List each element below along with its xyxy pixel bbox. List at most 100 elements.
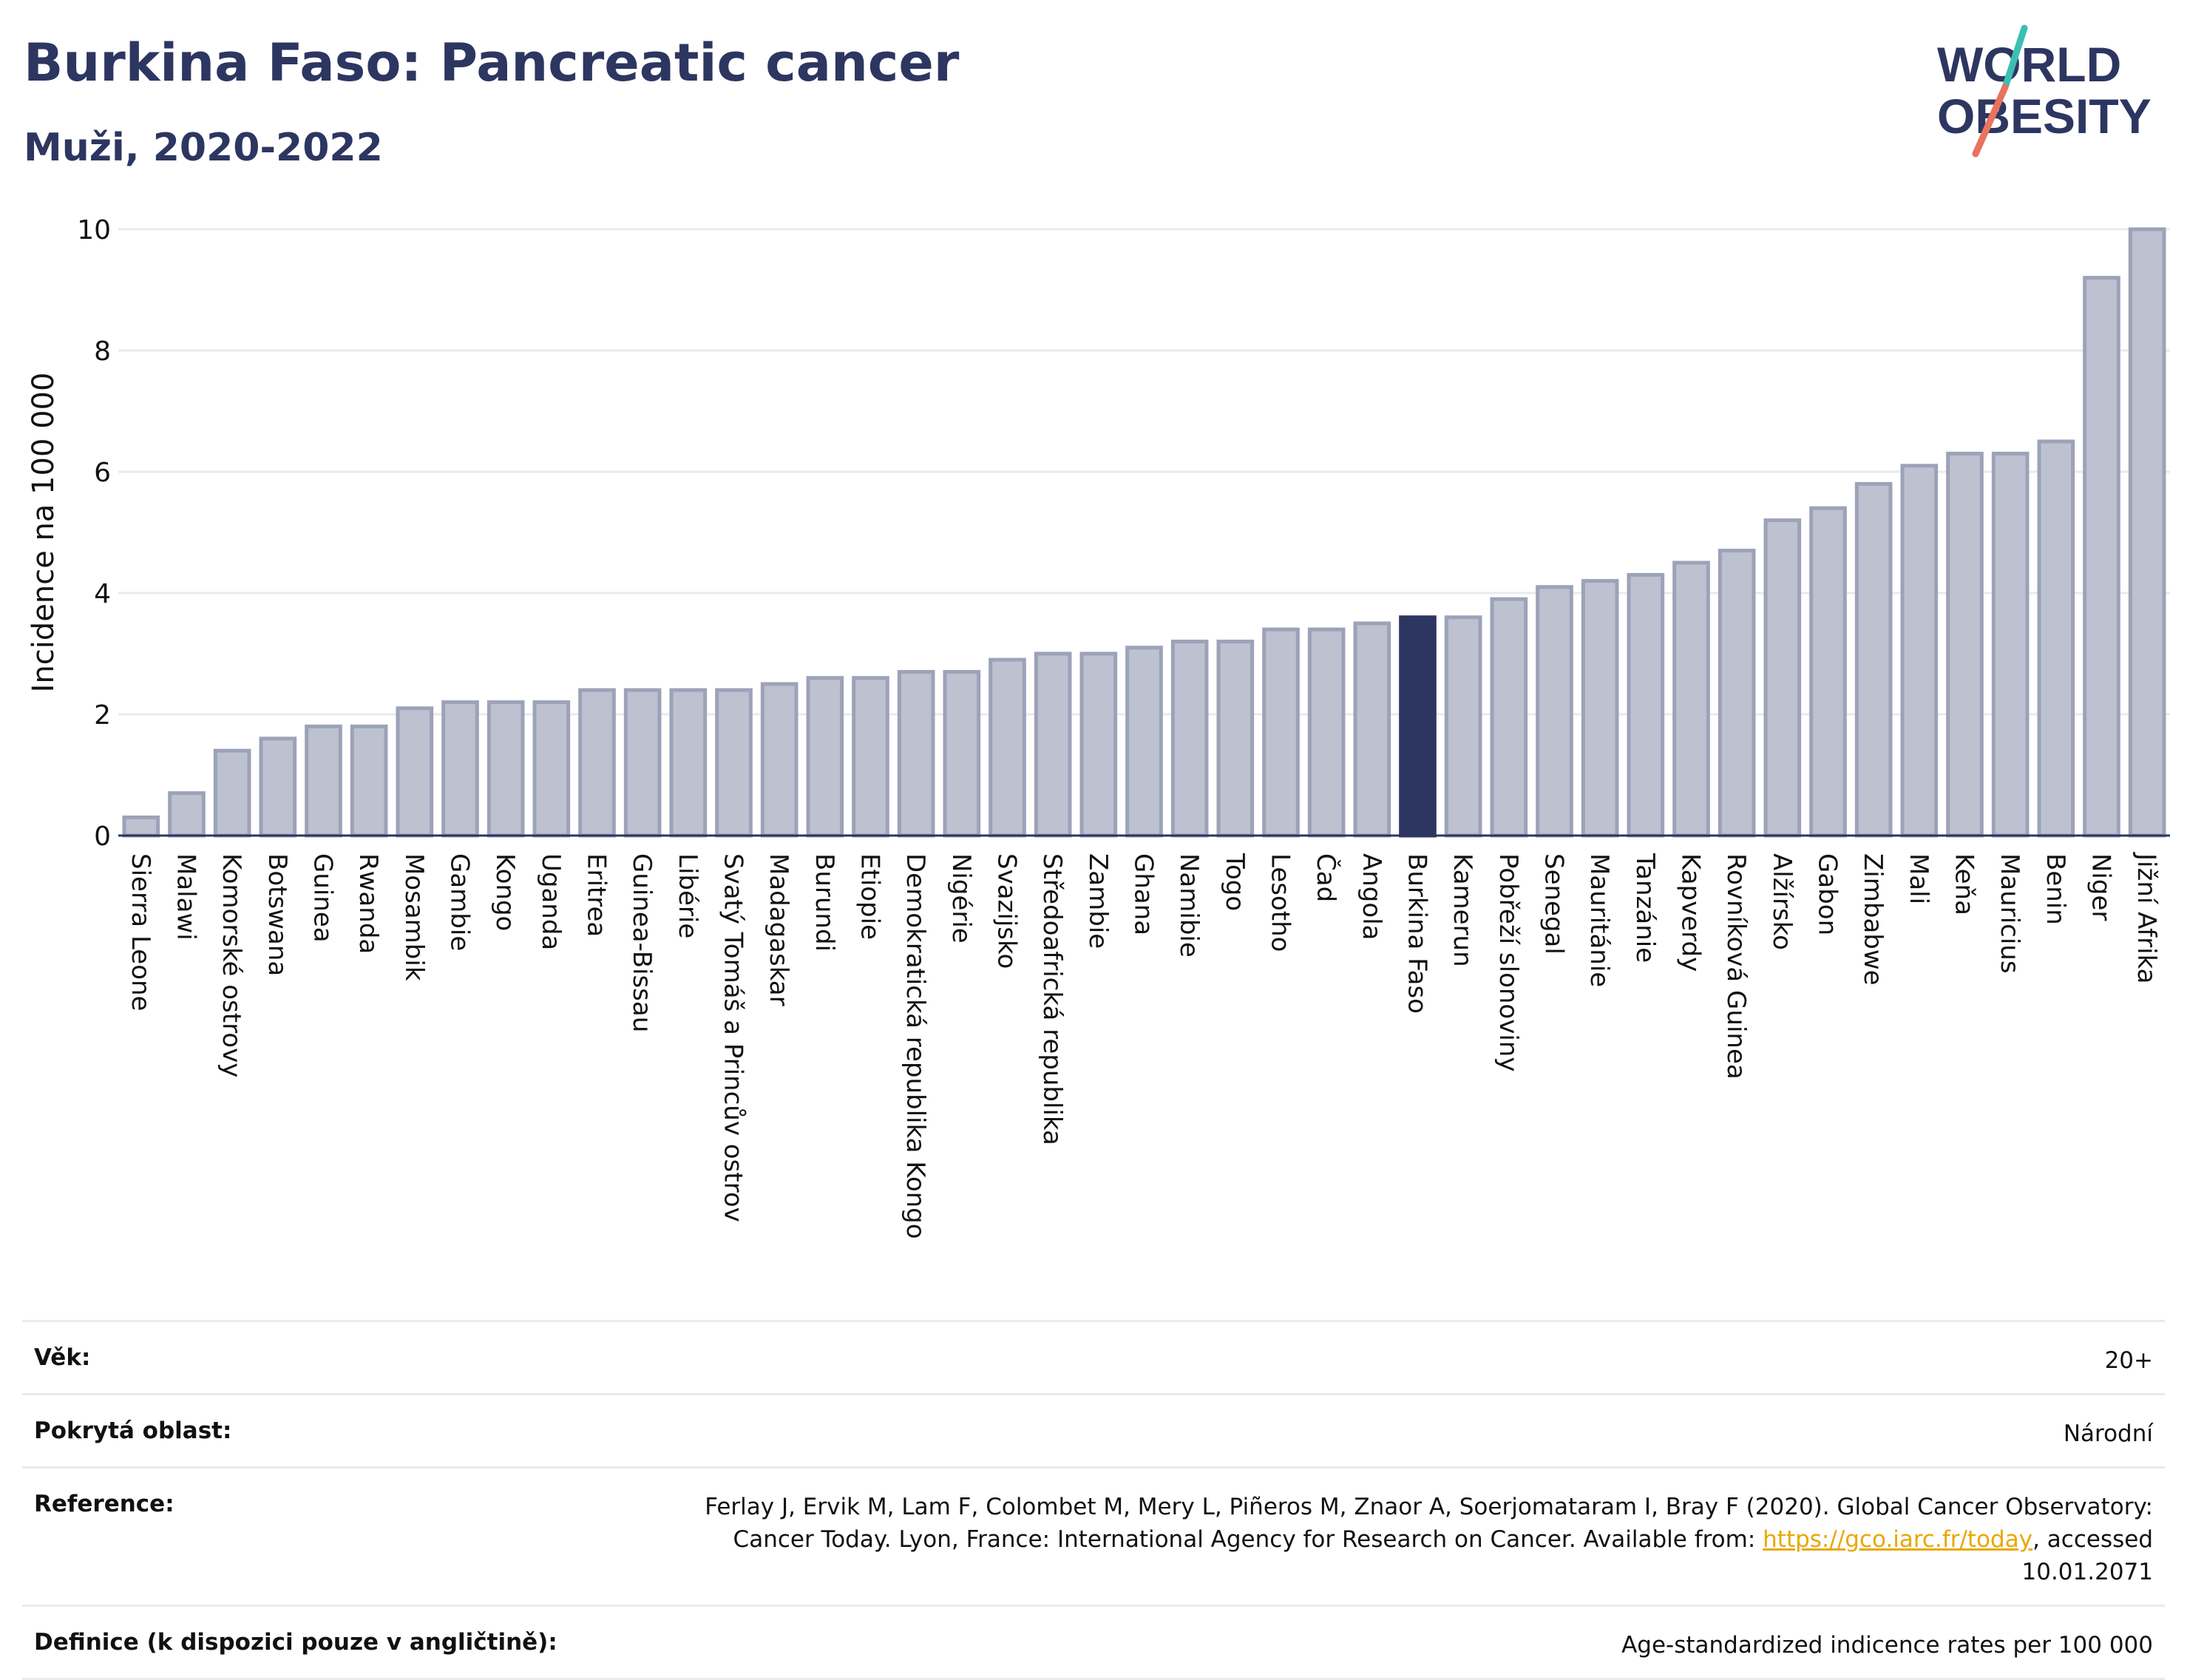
x-tick-label: Etiopie [855, 853, 885, 940]
bar-guinea-bissau[interactable] [623, 688, 662, 838]
bar-maurit-nie[interactable] [1581, 579, 1619, 838]
x-tick-label: Demokratická republika Kongo [901, 853, 930, 1239]
bar-senegal[interactable] [1536, 585, 1573, 838]
x-tick-label: Alžírsko [1767, 853, 1797, 950]
x-tick-label: Čad [1311, 853, 1341, 902]
x-tick-label: Gabon [1813, 853, 1842, 935]
info-label-reference: Reference: [22, 1466, 637, 1606]
bar-gambie[interactable] [441, 700, 479, 838]
bar-guinea[interactable] [305, 724, 342, 838]
bar-zambie[interactable] [1079, 651, 1118, 838]
x-tick-label: Ghana [1129, 853, 1159, 935]
world-obesity-logo[interactable]: WORLD OBESITY [1922, 22, 2174, 163]
bar-lesotho[interactable] [1262, 627, 1300, 838]
x-tick-label: Rwanda [353, 853, 383, 954]
x-tick-label: Mali [1904, 853, 1933, 904]
x-tick-label: Libérie [673, 853, 702, 938]
bar-etiopie[interactable] [852, 676, 889, 838]
bar-togo[interactable] [1216, 640, 1255, 838]
bar-pob-e-slonoviny[interactable] [1490, 597, 1528, 838]
y-tick-label: 6 [94, 458, 111, 488]
x-tick-label: Keňa [1950, 853, 1979, 915]
logo-slash-teal [2001, 24, 2028, 91]
bar-nig-rie[interactable] [943, 670, 981, 838]
bars [122, 227, 2166, 838]
x-tick-label: Namibie [1174, 853, 1204, 958]
x-tick-label: Kamerun [1448, 853, 1477, 967]
bar--ad[interactable] [1307, 627, 1346, 838]
y-axis-ticks: 0 2 4 6 8 10 [77, 215, 111, 852]
bar-kapverdy[interactable] [1672, 560, 1710, 838]
bar-angola[interactable] [1353, 621, 1391, 838]
bar-zimbabwe[interactable] [1854, 481, 1893, 838]
x-tick-label: Mosambik [399, 853, 429, 981]
x-tick-label: Nigérie [946, 853, 976, 944]
x-tick-label: Zimbabwe [1858, 853, 1888, 986]
x-tick-label: Benin [2041, 853, 2070, 925]
y-tick-label: 0 [94, 822, 111, 852]
logo-text-obesity: OBESITY [1937, 89, 2152, 143]
reference-text: Ferlay J, Ervik M, Lam F, Colombet M, Me… [705, 1494, 2153, 1553]
x-tick-label: Madagaskar [764, 853, 793, 1006]
bar-st-edoafrick-republika[interactable] [1034, 651, 1072, 838]
y-tick-label: 2 [94, 700, 111, 731]
x-tick-label: Svatý Tomáš a Princův ostrov [719, 853, 748, 1222]
x-tick-label: Tanzánie [1630, 853, 1660, 963]
y-tick-label: 10 [77, 215, 111, 245]
x-tick-label: Niger [2086, 853, 2116, 921]
reference-link[interactable]: https://gco.iarc.fr/today [1763, 1526, 2033, 1553]
bar-burundi[interactable] [806, 676, 844, 838]
bar-niger[interactable] [2083, 276, 2120, 838]
bar-rwanda[interactable] [350, 724, 388, 838]
bar-svat-tom-a-princ-v-ostrov[interactable] [715, 688, 753, 838]
bar-kamerun[interactable] [1444, 615, 1482, 838]
x-tick-label: Botswana [262, 853, 292, 976]
x-tick-label: Guinea [308, 853, 338, 943]
bar-ji-n-afrika[interactable] [2128, 227, 2166, 838]
bar-ghana[interactable] [1125, 646, 1163, 838]
bar-burkina-faso[interactable] [1399, 615, 1437, 838]
bar-komorsk-ostrovy[interactable] [213, 748, 251, 838]
bar-mosambik[interactable] [396, 706, 434, 838]
x-tick-label: Středoafrická republika [1037, 853, 1067, 1145]
info-row-coverage: Pokrytá oblast: Národní [22, 1393, 2165, 1468]
x-tick-label: Guinea-Bissau [627, 853, 657, 1032]
bar-uganda[interactable] [532, 700, 571, 838]
bar-gabon[interactable] [1809, 506, 1847, 838]
x-tick-label: Gambie [445, 853, 475, 951]
bar-lib-rie[interactable] [669, 688, 708, 838]
x-tick-label: Eritrea [582, 853, 611, 937]
bar-malawi[interactable] [168, 791, 206, 838]
x-tick-label: Uganda [536, 853, 566, 950]
bar-eritrea[interactable] [578, 688, 616, 838]
x-tick-label: Senegal [1539, 853, 1569, 955]
x-tick-label: Sierra Leone [126, 853, 155, 1011]
bar-tanz-nie[interactable] [1627, 572, 1665, 838]
bar-ke-a[interactable] [1946, 451, 1984, 838]
x-tick-label: Togo [1220, 853, 1250, 911]
bar-al-rsko[interactable] [1763, 518, 1802, 838]
bar-svazijsko[interactable] [989, 657, 1026, 838]
info-value-definition: Age-standardized indicence rates per 100… [637, 1605, 2165, 1680]
bar-mauricius[interactable] [1991, 451, 2030, 838]
x-tick-label: Mauritánie [1584, 853, 1614, 987]
info-row-reference: Reference: Ferlay J, Ervik M, Lam F, Col… [22, 1466, 2165, 1606]
x-tick-label: Burkina Faso [1403, 853, 1432, 1014]
bar-mali[interactable] [1900, 464, 1939, 838]
y-axis-label: Incidence na 100 000 [27, 373, 61, 693]
chart-title: Burkina Faso: Pancreatic cancer [24, 33, 960, 93]
y-tick-label: 8 [94, 336, 111, 367]
bar-rovn-kov-guinea[interactable] [1718, 549, 1756, 838]
x-tick-label: Burundi [810, 853, 839, 952]
bar-madagaskar[interactable] [760, 682, 798, 838]
bar-sierra-leone[interactable] [122, 815, 160, 838]
bar-botswana[interactable] [259, 736, 297, 838]
bar-namibie[interactable] [1170, 640, 1209, 838]
y-tick-label: 4 [94, 579, 111, 609]
x-tick-label: Angola [1357, 853, 1386, 940]
bar-benin[interactable] [2037, 439, 2075, 838]
bar-kongo[interactable] [486, 700, 525, 838]
x-tick-label: Komorské ostrovy [217, 853, 246, 1077]
info-value-coverage: Národní [637, 1393, 2165, 1468]
bar-demokratick-republika-kongo[interactable] [897, 670, 935, 838]
